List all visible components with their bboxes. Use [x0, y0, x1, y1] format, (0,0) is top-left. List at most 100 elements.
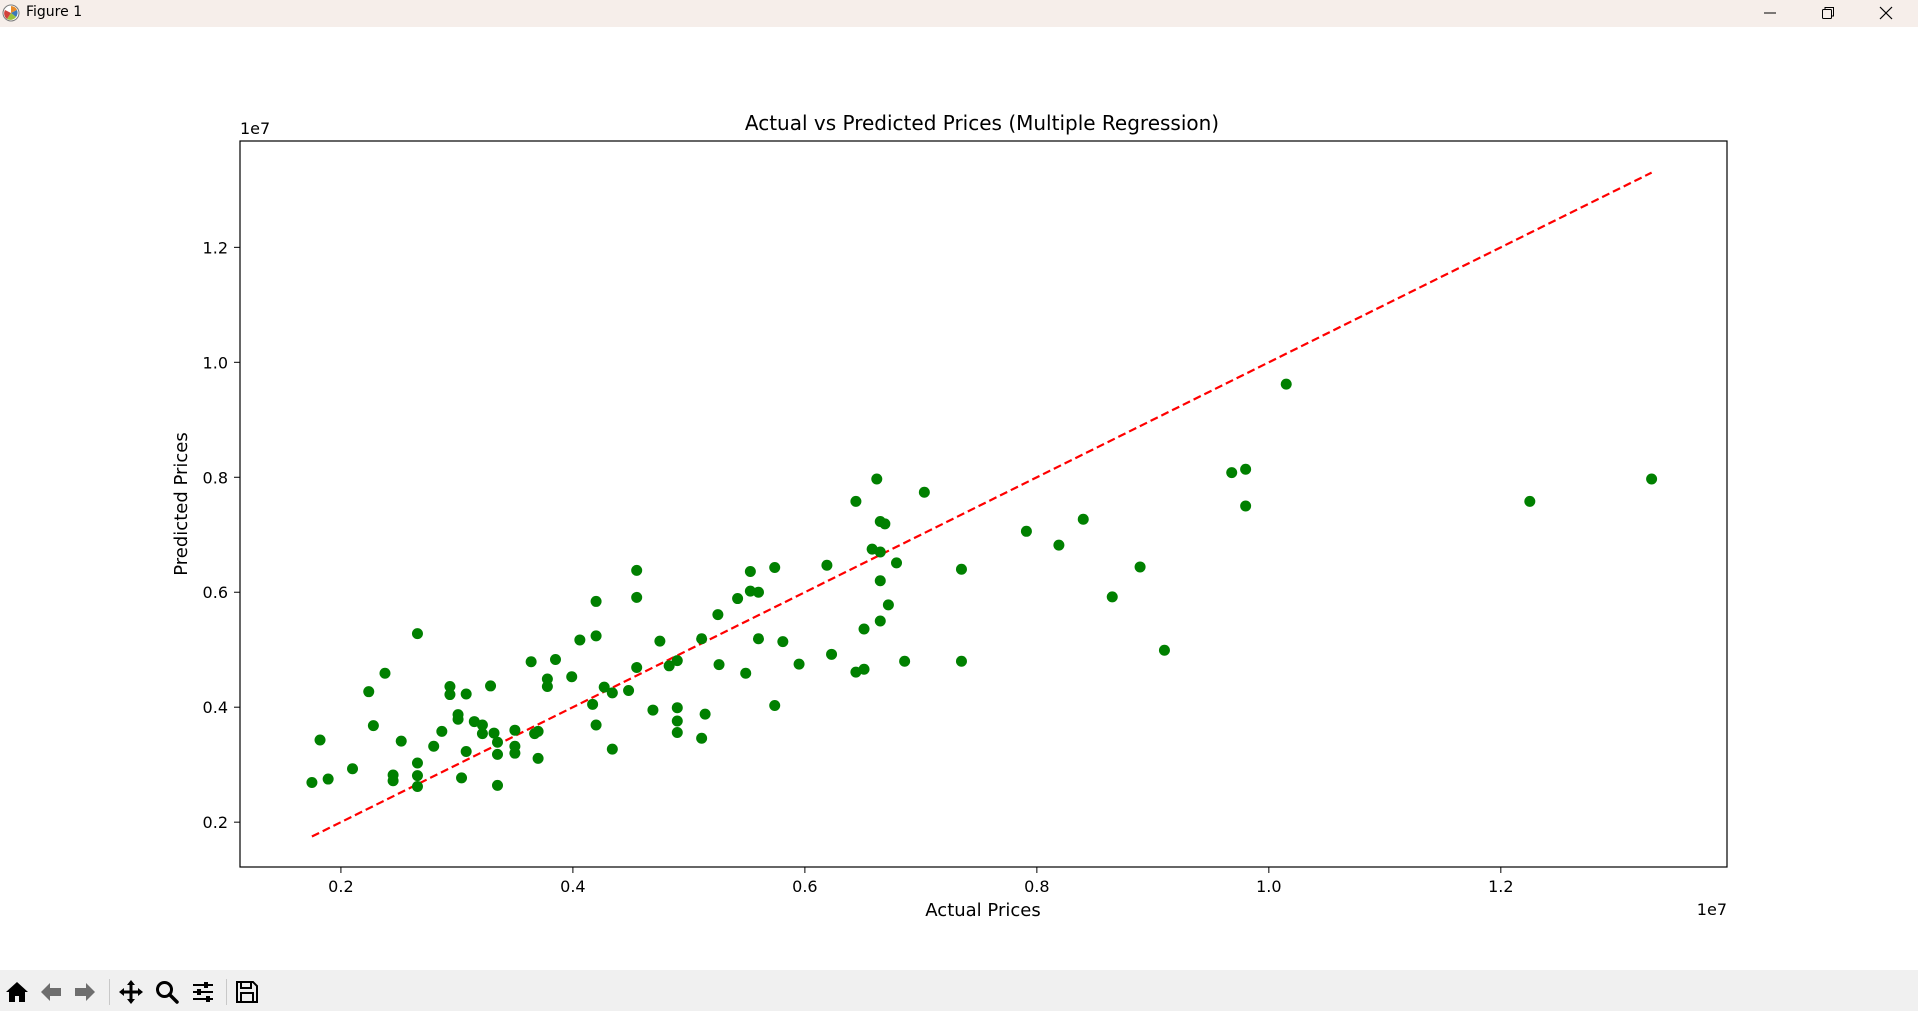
- data-point: [955, 563, 967, 575]
- x-tick-label: 1.0: [1256, 877, 1281, 896]
- y-tick-label: 1.0: [203, 353, 228, 372]
- y-tick-label: 1.2: [203, 238, 228, 257]
- configure-subplots-button[interactable]: [188, 978, 218, 1006]
- data-point: [460, 745, 472, 757]
- data-point: [590, 719, 602, 731]
- data-point: [488, 727, 500, 739]
- data-point: [871, 473, 883, 485]
- data-point: [696, 633, 708, 645]
- data-point: [395, 735, 407, 747]
- minimize-button[interactable]: [1742, 0, 1800, 27]
- data-point: [752, 586, 764, 598]
- scatter-chart: Actual vs Predicted Prices (Multiple Reg…: [171, 111, 1728, 921]
- chart-title: Actual vs Predicted Prices (Multiple Reg…: [745, 111, 1219, 135]
- data-point: [491, 779, 503, 791]
- data-point: [322, 773, 334, 785]
- x-tick-label: 0.8: [1024, 877, 1049, 896]
- data-point: [460, 688, 472, 700]
- data-point: [699, 708, 711, 720]
- data-point: [411, 628, 423, 640]
- data-point: [874, 615, 886, 627]
- data-point: [1240, 500, 1252, 512]
- data-point: [631, 662, 643, 674]
- data-point: [590, 630, 602, 642]
- data-point: [606, 743, 618, 755]
- data-point: [752, 633, 764, 645]
- data-point: [1646, 473, 1658, 485]
- data-point: [306, 777, 318, 789]
- data-point: [955, 655, 967, 667]
- data-point: [671, 715, 683, 727]
- data-point: [1106, 591, 1118, 603]
- data-point: [631, 564, 643, 576]
- data-point: [314, 734, 326, 746]
- data-point: [874, 575, 886, 587]
- minimize-icon: [1764, 12, 1776, 14]
- data-point: [363, 686, 375, 698]
- forward-button[interactable]: [70, 978, 100, 1006]
- reference-line: [311, 171, 1653, 838]
- data-point: [777, 636, 789, 648]
- y-axis-label: Predicted Prices: [171, 432, 192, 576]
- data-point: [1020, 525, 1032, 537]
- restore-icon: [1822, 7, 1834, 19]
- figure-canvas[interactable]: Actual vs Predicted Prices (Multiple Reg…: [0, 27, 1918, 970]
- data-point: [532, 752, 544, 764]
- data-point: [491, 736, 503, 748]
- zoom-icon: [156, 981, 179, 1004]
- close-icon: [1879, 6, 1893, 20]
- data-point: [1280, 378, 1292, 390]
- data-point: [858, 663, 870, 675]
- data-point: [740, 667, 752, 679]
- data-point: [623, 685, 635, 697]
- data-point: [1524, 495, 1536, 507]
- data-point: [882, 599, 894, 611]
- y-tick-label: 0.4: [203, 698, 228, 717]
- home-button[interactable]: [2, 978, 32, 1006]
- data-point: [826, 648, 838, 660]
- data-point: [671, 702, 683, 714]
- data-point: [713, 659, 725, 671]
- matplotlib-logo-icon: [2, 4, 20, 22]
- data-point: [821, 559, 833, 571]
- data-point: [428, 740, 440, 752]
- data-point: [874, 546, 886, 558]
- zoom-button[interactable]: [152, 978, 182, 1006]
- data-point: [899, 655, 911, 667]
- y-tick-label: 0.8: [203, 468, 228, 487]
- restore-button[interactable]: [1800, 0, 1858, 27]
- axis-ticks: 0.2 0.4 0.6 0.8 1.0 1.2 0.2 0.4 0.6 0.8 1.0 1.2: [203, 238, 1514, 896]
- data-point: [411, 757, 423, 769]
- data-point: [744, 566, 756, 578]
- save-icon: [236, 981, 258, 1003]
- data-point: [631, 591, 643, 603]
- data-point: [769, 562, 781, 574]
- back-button[interactable]: [36, 978, 66, 1006]
- data-point: [1240, 463, 1252, 475]
- data-point: [476, 719, 488, 731]
- data-point: [444, 681, 456, 693]
- data-point: [732, 593, 744, 605]
- toolbar-separator: [226, 979, 227, 1005]
- reference-line-layer: [311, 171, 1653, 838]
- x-axis-label: Actual Prices: [925, 900, 1040, 921]
- data-point: [485, 680, 497, 692]
- data-point: [590, 595, 602, 607]
- close-button[interactable]: [1858, 0, 1916, 27]
- data-point: [891, 557, 903, 569]
- y-tick-label: 0.2: [203, 813, 228, 832]
- data-point: [647, 704, 659, 716]
- forward-arrow-icon: [75, 983, 95, 1001]
- window-title-bar: Figure 1: [0, 0, 1918, 27]
- data-point: [1134, 561, 1146, 573]
- data-point: [598, 681, 610, 693]
- data-point: [793, 658, 805, 670]
- data-point: [367, 720, 379, 732]
- data-point: [541, 681, 553, 693]
- save-button[interactable]: [232, 978, 262, 1006]
- pan-button[interactable]: [116, 978, 146, 1006]
- data-point: [549, 653, 561, 665]
- data-point: [712, 609, 724, 621]
- data-point: [532, 725, 544, 737]
- x-tick-label: 0.2: [328, 877, 353, 896]
